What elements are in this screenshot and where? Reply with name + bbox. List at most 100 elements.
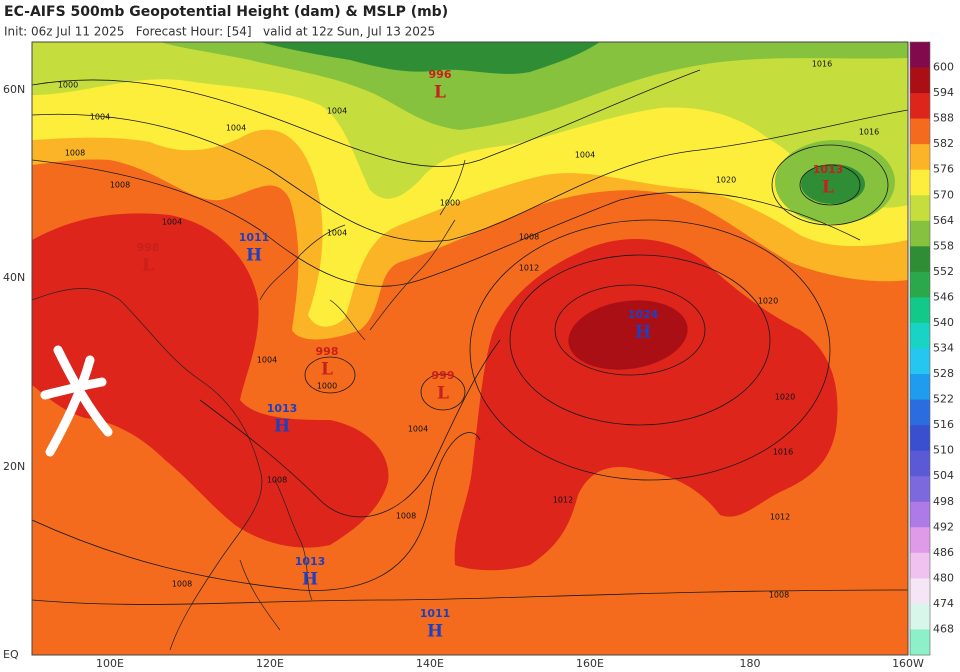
isobar-label: 1004 bbox=[575, 151, 595, 160]
lat-label: 40N bbox=[3, 271, 25, 284]
isobar bbox=[469, 219, 831, 481]
subtitle: Init: 06z Jul 11 2025 Forecast Hour: [54… bbox=[4, 25, 435, 39]
height-fill bbox=[160, 42, 908, 130]
map-area: 996 L 1013 L 1011 H 998 L 1024 H 998 L 999 L 1013 H 1013… bbox=[32, 42, 908, 655]
center-letter: L bbox=[822, 178, 834, 198]
colorbar-swatch bbox=[910, 399, 930, 426]
colorbar-label: 486 bbox=[933, 546, 954, 559]
height-fill bbox=[454, 239, 838, 571]
isobar-label: 1004 bbox=[226, 124, 246, 133]
colorbar-label: 552 bbox=[933, 265, 954, 278]
colorbar-label: 600 bbox=[933, 61, 954, 74]
lon-label: 100E bbox=[96, 657, 124, 670]
lon-label: 120E bbox=[256, 657, 284, 670]
isobars bbox=[32, 69, 908, 605]
colorbar-label: 480 bbox=[933, 571, 954, 584]
colorbar-label: 468 bbox=[933, 622, 954, 635]
colorbar-label: 492 bbox=[933, 520, 954, 533]
isobar bbox=[799, 164, 861, 206]
isobar-label: 1008 bbox=[65, 149, 85, 158]
colorbar: 600 594 588 582 576 570 564 558 552 546 540 534 528 5… bbox=[909, 41, 954, 656]
isobar bbox=[554, 284, 706, 376]
isobar bbox=[32, 589, 908, 605]
axis-labels: 60N 40N 20N EQ 100E 120E 140E 160E 180 160W bbox=[3, 83, 924, 670]
center-pressure: 1011 bbox=[239, 231, 270, 244]
isobar bbox=[771, 144, 889, 226]
isobar bbox=[199, 339, 501, 518]
isobar-label: 1020 bbox=[758, 297, 778, 306]
isobar-label: 1016 bbox=[773, 448, 793, 457]
colorbar-swatch bbox=[910, 42, 930, 69]
center-letter: H bbox=[427, 622, 443, 642]
colorbar-label: 582 bbox=[933, 137, 954, 150]
center-pressure: 1013 bbox=[813, 163, 844, 176]
isobar-label: 1020 bbox=[716, 176, 736, 185]
height-fill bbox=[32, 213, 389, 548]
center-letter: H bbox=[246, 246, 262, 266]
center-pressure: 1013 bbox=[295, 555, 326, 568]
map-frame bbox=[31, 41, 909, 656]
isobar-label: 1008 bbox=[519, 233, 539, 242]
isobar-label: 1008 bbox=[769, 591, 789, 600]
isobar bbox=[32, 159, 861, 287]
colorbar-swatch bbox=[910, 501, 930, 528]
colorbar-label: 528 bbox=[933, 367, 954, 380]
colorbar-frame bbox=[909, 41, 931, 656]
colorbar-swatch bbox=[910, 552, 930, 579]
center-pressure: 1011 bbox=[420, 607, 451, 620]
colorbar-label: 504 bbox=[933, 469, 954, 482]
center-letter: L bbox=[142, 256, 154, 276]
colorbar-swatch bbox=[910, 476, 930, 503]
isobar-label: 1012 bbox=[553, 496, 573, 505]
isobar bbox=[32, 69, 701, 167]
colorbar-label: 522 bbox=[933, 393, 954, 406]
colorbar-label: 546 bbox=[933, 290, 954, 303]
center-letter: H bbox=[302, 570, 318, 590]
isobar-label: 1008 bbox=[267, 476, 287, 485]
isobar-label: 1000 bbox=[440, 199, 460, 208]
colorbar-swatch bbox=[910, 374, 930, 401]
height-fill bbox=[260, 42, 600, 74]
colorbar-label: 558 bbox=[933, 239, 954, 252]
colorbar-label: 594 bbox=[933, 86, 954, 99]
colorbar-swatch bbox=[910, 169, 930, 196]
isobar bbox=[304, 356, 356, 394]
colorbar-label: 540 bbox=[933, 316, 954, 329]
colorbar-label: 570 bbox=[933, 188, 954, 201]
lon-label: 180 bbox=[740, 657, 761, 670]
center-letter: H bbox=[635, 323, 651, 343]
center-pressure: 1013 bbox=[267, 402, 298, 415]
center-letter: H bbox=[274, 417, 290, 437]
center-pressure: 998 bbox=[137, 241, 160, 254]
colorbar-swatch bbox=[910, 246, 930, 273]
isobar-label: 1004 bbox=[408, 425, 428, 434]
center-pressure: 996 bbox=[429, 68, 452, 81]
center-pressure: 999 bbox=[432, 369, 455, 382]
height-fill bbox=[801, 164, 865, 204]
colorbar-label: 516 bbox=[933, 418, 954, 431]
colorbar-swatch bbox=[910, 195, 930, 222]
isobar-label: 1016 bbox=[859, 128, 879, 137]
colorbar-swatch bbox=[910, 450, 930, 477]
colorbar-label: 510 bbox=[933, 444, 954, 457]
isobar bbox=[32, 432, 481, 591]
isobar-label: 1004 bbox=[257, 356, 277, 365]
lat-label: EQ bbox=[3, 648, 19, 661]
colorbar-label: 576 bbox=[933, 163, 954, 176]
colorbar-label: 588 bbox=[933, 112, 954, 125]
isobar-label: 1008 bbox=[172, 580, 192, 589]
isobar bbox=[32, 109, 908, 242]
colorbar-swatch bbox=[910, 93, 930, 120]
colorbar-label: 498 bbox=[933, 495, 954, 508]
colorbar-swatch bbox=[910, 220, 930, 247]
lon-label: 160E bbox=[576, 657, 604, 670]
isobar-label: 1004 bbox=[327, 107, 347, 116]
isobar-label: 1004 bbox=[90, 113, 110, 122]
center-letter: L bbox=[437, 384, 449, 404]
isobar bbox=[420, 373, 466, 411]
colorbar-swatch bbox=[910, 348, 930, 375]
isobar-label: 1000 bbox=[317, 382, 337, 391]
center-letter: L bbox=[321, 360, 333, 380]
annotation-mark bbox=[40, 345, 113, 457]
colorbar-swatch bbox=[910, 603, 930, 630]
